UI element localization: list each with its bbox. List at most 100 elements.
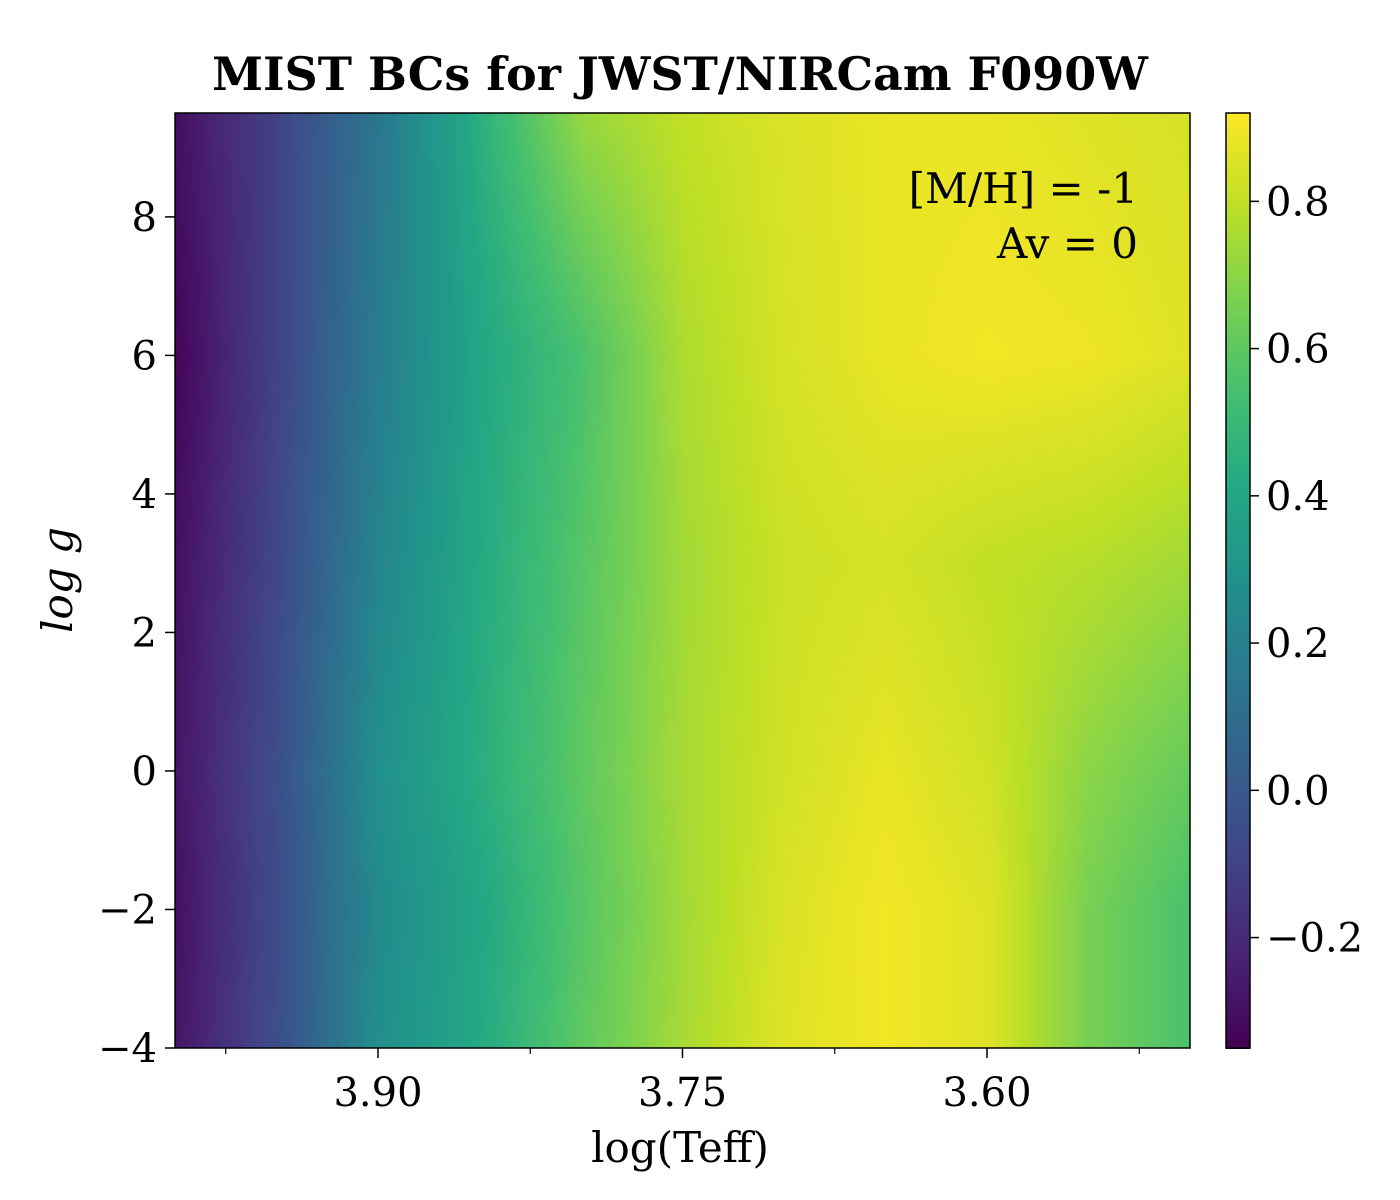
colorbar-segment xyxy=(1226,938,1250,948)
colorbar-tick-label: 0.2 xyxy=(1266,621,1330,667)
colorbar-segment xyxy=(1226,276,1250,286)
colorbar-segment xyxy=(1226,775,1250,785)
colorbar-segment xyxy=(1226,728,1250,738)
colorbar-segment xyxy=(1226,268,1250,278)
colorbar-segment xyxy=(1226,533,1250,543)
colorbar-segment xyxy=(1226,159,1250,169)
colorbar-segment xyxy=(1226,393,1250,403)
colorbar-segment xyxy=(1226,471,1250,481)
colorbar-segment xyxy=(1226,183,1250,192)
colorbar-tick-label: 0.4 xyxy=(1266,474,1330,520)
colorbar-segment xyxy=(1226,206,1250,216)
colorbar-segment xyxy=(1226,1040,1250,1049)
colorbar-segment xyxy=(1226,1032,1250,1042)
colorbar-segment xyxy=(1226,658,1250,668)
x-tick-label: 3.60 xyxy=(942,1070,1031,1116)
colorbar-segment xyxy=(1226,315,1250,325)
colorbar-segment xyxy=(1226,300,1250,309)
colorbar-segment xyxy=(1226,954,1250,964)
colorbar-segment xyxy=(1226,814,1250,824)
colorbar-segment xyxy=(1226,962,1250,972)
colorbar-segment xyxy=(1226,175,1250,185)
colorbar-segment xyxy=(1226,1009,1250,1018)
colorbar-segment xyxy=(1226,899,1250,909)
colorbar-segment xyxy=(1226,346,1250,356)
colorbar-segment xyxy=(1226,292,1250,301)
colorbar-segment xyxy=(1226,525,1250,535)
annotation-extinction: Av = 0 xyxy=(996,219,1138,268)
colorbar-segment xyxy=(1226,144,1250,153)
colorbar-tick-label: 0.0 xyxy=(1266,768,1330,814)
colorbar-segment xyxy=(1226,354,1250,364)
colorbar-segment xyxy=(1226,736,1250,746)
colorbar-segment xyxy=(1226,783,1250,792)
colorbar-segment xyxy=(1226,229,1250,239)
x-axis: 3.90 3.75 3.60 xyxy=(225,1048,1140,1116)
colorbar-segment xyxy=(1226,151,1250,161)
colorbar-segment xyxy=(1226,331,1250,340)
colorbar-segment xyxy=(1226,253,1250,263)
colorbar-segment xyxy=(1226,674,1250,683)
colorbar-segment xyxy=(1226,744,1250,753)
colorbar-segment xyxy=(1226,323,1250,333)
colorbar-segment xyxy=(1226,884,1250,894)
y-axis-label: log g xyxy=(33,527,82,633)
colorbar-segment xyxy=(1226,362,1250,372)
y-tick-label: −2 xyxy=(98,887,157,933)
colorbar-segment xyxy=(1226,549,1250,559)
colorbar-segment xyxy=(1226,572,1250,582)
colorbar-segment xyxy=(1226,946,1250,956)
colorbar-segment xyxy=(1226,892,1250,901)
colorbar-segment xyxy=(1226,705,1250,714)
colorbar-segment xyxy=(1226,650,1250,660)
colorbar-segment xyxy=(1226,985,1250,995)
colorbar-segment xyxy=(1226,1001,1250,1011)
colorbar-segment xyxy=(1226,564,1250,574)
colorbar-segment xyxy=(1226,712,1250,722)
colorbar-segment xyxy=(1226,611,1250,621)
colorbar-segment xyxy=(1226,1016,1250,1026)
colorbar-segment xyxy=(1226,455,1250,465)
y-tick-label: −4 xyxy=(98,1026,157,1072)
colorbar-segment xyxy=(1226,907,1250,917)
colorbar-segment xyxy=(1226,432,1250,442)
colorbar-segment xyxy=(1226,113,1250,122)
colorbar-segment xyxy=(1226,876,1250,886)
y-axis: −4 −2 0 2 4 6 8 xyxy=(98,195,175,1072)
colorbar-segment xyxy=(1226,222,1250,231)
colorbar-segment xyxy=(1226,167,1250,177)
colorbar-segment xyxy=(1226,977,1250,987)
colorbar-segment xyxy=(1226,557,1250,566)
colorbar-segment xyxy=(1226,767,1250,777)
colorbar-segment xyxy=(1226,619,1250,629)
colorbar-segment xyxy=(1226,798,1250,808)
colorbar-tick-label: −0.2 xyxy=(1266,916,1363,962)
colorbar-segment xyxy=(1226,487,1250,496)
colorbar-segment xyxy=(1226,463,1250,473)
colorbar-segment xyxy=(1226,307,1250,317)
colorbar: −0.2 0.0 0.2 0.4 0.6 0.8 xyxy=(1225,112,1363,1049)
chart-title: MIST BCs for JWST/NIRCam F090W xyxy=(212,47,1149,101)
colorbar-segment xyxy=(1226,245,1250,255)
colorbar-segment xyxy=(1226,861,1250,870)
colorbar-segment xyxy=(1226,837,1250,847)
colorbar-segment xyxy=(1226,416,1250,426)
heatmap-image xyxy=(175,113,1190,1048)
colorbar-segment xyxy=(1226,198,1250,208)
colorbar-segment xyxy=(1226,494,1250,504)
colorbar-segment xyxy=(1226,845,1250,855)
colorbar-tick-label: 0.8 xyxy=(1266,179,1330,225)
colorbar-segment xyxy=(1226,720,1250,730)
colorbar-segment xyxy=(1226,829,1250,839)
colorbar-segment xyxy=(1226,853,1250,862)
x-tick-label: 3.90 xyxy=(333,1070,422,1116)
colorbar-segment xyxy=(1226,806,1250,816)
colorbar-segment xyxy=(1226,931,1250,940)
colorbar-segment xyxy=(1226,261,1250,270)
colorbar-segment xyxy=(1226,237,1250,247)
colorbar-segment xyxy=(1226,759,1250,769)
colorbar-frame xyxy=(1225,112,1251,1049)
colorbar-segment xyxy=(1226,642,1250,652)
colorbar-segment xyxy=(1226,385,1250,395)
colorbar-segment xyxy=(1226,510,1250,520)
